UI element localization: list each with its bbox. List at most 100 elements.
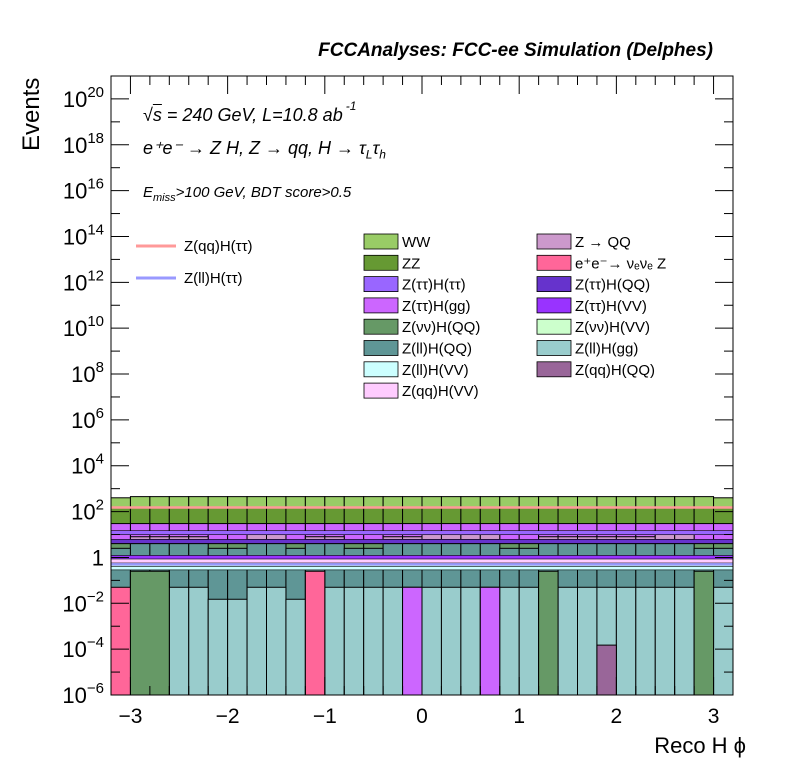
stack-bar-z-ll-h-gg — [635, 586, 656, 695]
sqrt-s-annotation: √s = 240 GeV, L=10.8 ab -1 — [143, 99, 356, 126]
legend-label-z-h-vv: Z(νν)H(VV) — [575, 319, 650, 336]
x-tick-label: 3 — [708, 705, 720, 728]
legend-swatch-z-h-vv — [536, 318, 572, 335]
selection-annotation: Emiss>100 GeV, BDT score>0.5 — [143, 184, 351, 204]
stack-bar-z-ll-h-gg — [363, 586, 384, 695]
spike-bar-z-qq-h-qq — [596, 644, 617, 695]
stack-bar-z-ll-h-gg — [421, 586, 442, 695]
legend-label-z-qq-h-vv: Z(qq)H(VV) — [402, 383, 479, 400]
selection-cuts: >100 GeV, BDT score>0.5 — [175, 184, 352, 201]
process-label: e⁺e⁻ → Z H, Z → qq, H → τ — [143, 138, 366, 158]
legend-label-z-h-vv: Z(ττ)H(VV) — [575, 298, 647, 315]
tau-l-subscript: L — [365, 147, 373, 162]
legend-swatch-z-h-gg — [363, 297, 399, 314]
legend-label-z-h-qq: Z(νν)H(QQ) — [402, 319, 480, 336]
legend-label-ww: WW — [402, 234, 431, 251]
y-tick-label: 1010 — [63, 313, 104, 341]
y-tick-label: 102 — [71, 497, 104, 525]
y-tick-label: 1012 — [63, 267, 104, 295]
legend: Z(qq)H(ττ) Z(ll)H(ττ) WW ZZ Z(ττ)H(ττ) Z(ττ)H… — [136, 233, 666, 400]
legend-label-z-ll-h-gg: Z(ll)H(gg) — [575, 341, 638, 358]
emiss-subscript: miss — [153, 192, 176, 204]
legend-swatch-z-h-qq — [536, 276, 572, 293]
y-tick-label: 104 — [71, 451, 104, 479]
legend-label-e-e-z: e⁺e⁻→ νₑνₑ Z — [575, 255, 666, 272]
legend-swatch-z-qq — [536, 233, 572, 250]
legend-swatch-z-qq-h-vv — [363, 382, 399, 399]
legend-swatch-z-qq-h-qq — [536, 361, 572, 378]
stack-bar-z-ll-h-gg — [518, 586, 540, 695]
stack-band-z-h — [111, 530, 733, 536]
legend-label-z-ll-h-vv: Z(ll)H(VV) — [402, 362, 469, 379]
y-tick-label: 1014 — [63, 221, 104, 249]
spike-bar-z-h-gg — [402, 586, 423, 695]
stack-bar-z-ll-h-gg — [577, 586, 598, 695]
legend-label-z-h-gg: Z(ττ)H(gg) — [402, 298, 471, 315]
lumi-unit-exponent: -1 — [345, 99, 357, 113]
x-tick-label: 1 — [513, 705, 525, 728]
legend-swatch-z-ll-h-gg — [536, 340, 572, 356]
stack-bar-z-ll-h-gg — [460, 586, 481, 695]
y-tick-label: 106 — [71, 405, 104, 433]
y-tick-label: 1020 — [63, 84, 104, 112]
legend-swatch-zz — [363, 254, 399, 271]
legend-swatch-z-h — [363, 276, 399, 293]
stack-bar-z-ll-h-gg — [654, 586, 676, 695]
stack-bar-z-ll-h-gg — [382, 586, 404, 695]
legend-swatch-z-ll-h-qq — [363, 340, 399, 356]
header-title: FCCAnalyses: FCC-ee Simulation (Delphes) — [318, 40, 713, 61]
x-tick-label: −2 — [216, 705, 240, 728]
legend-swatch-ww — [363, 233, 399, 250]
stack-bar-z-ll-h-gg — [557, 586, 578, 695]
legend-label-z-qq-h-qq: Z(qq)H(QQ) — [575, 362, 655, 379]
legend-label-zz: ZZ — [402, 255, 420, 272]
y-tick-label: 10−4 — [62, 634, 104, 662]
y-tick-label: 10−6 — [62, 680, 104, 708]
emiss-label: E — [143, 184, 154, 201]
legend-label-z-ll-h: Z(ll)H(ττ) — [184, 270, 243, 287]
legend-swatch-z-h-vv — [536, 297, 572, 314]
x-axis-label: Reco H ϕ — [654, 733, 746, 758]
legend-swatch-z-h-qq — [363, 318, 399, 335]
x-tick-label: 2 — [611, 705, 623, 728]
legend-label-z-h: Z(ττ)H(ττ) — [402, 277, 466, 294]
spike-bar-z-vv-h-qq — [129, 570, 170, 695]
stack-bar-z-ll-h-gg — [266, 586, 287, 695]
sqrt-s-label: s — [152, 105, 162, 125]
legend-label-z-h-qq: Z(ττ)H(QQ) — [575, 277, 650, 294]
stack-band-z-h-qq — [111, 539, 733, 544]
legend-label-z-ll-h-qq: Z(ll)H(QQ) — [402, 341, 472, 358]
y-axis-label: Events — [18, 77, 45, 151]
x-tick-label: 0 — [416, 705, 428, 728]
legend-swatch-z-ll-h-vv — [363, 361, 399, 378]
spike-bar-z-h-gg — [479, 586, 501, 695]
spike-bar-e-e-z — [304, 570, 326, 695]
sqrt-icon: √ — [143, 105, 153, 125]
stack-bar-z-ll-h-gg — [674, 586, 695, 695]
stack-bar-z-ll-h-gg — [615, 586, 637, 695]
stack-bar-z-ll-h-gg — [285, 598, 306, 695]
y-tick-label: 10−2 — [62, 588, 104, 616]
y-tick-label: 108 — [71, 359, 104, 387]
spike-bar-z-vv-h-qq — [693, 570, 715, 695]
y-tick-label: 1016 — [63, 176, 104, 204]
y-tick-label: 1 — [92, 545, 104, 570]
legend-label-z-qq: Z → QQ — [575, 234, 631, 251]
stack-bar-z-ll-h-gg — [499, 586, 520, 695]
process-annotation: e⁺e⁻ → Z H, Z → qq, H → τLτh — [143, 138, 386, 162]
x-tick-label: −1 — [313, 705, 337, 728]
stack-bar-z-ll-h-gg — [246, 586, 267, 695]
tau-h-label: τ — [372, 138, 380, 158]
stack-bar-z-ll-h-gg — [188, 586, 209, 695]
stack-bar-z-ll-h-gg — [324, 586, 345, 695]
stack-bar-z-ll-h-gg — [440, 586, 462, 695]
legend-label-z-qq-h: Z(qq)H(ττ) — [184, 238, 253, 255]
stack-bar-z-ll-h-gg — [207, 598, 229, 695]
plot-area — [111, 496, 733, 695]
stack-bar-z-ll-h-gg — [343, 586, 365, 695]
x-tick-label: −3 — [118, 705, 142, 728]
y-tick-label: 1018 — [63, 130, 104, 158]
energy-lumi-label: = 240 GeV, L=10.8 ab — [161, 105, 343, 125]
stack-band-z-qq-h-vv — [111, 558, 733, 564]
